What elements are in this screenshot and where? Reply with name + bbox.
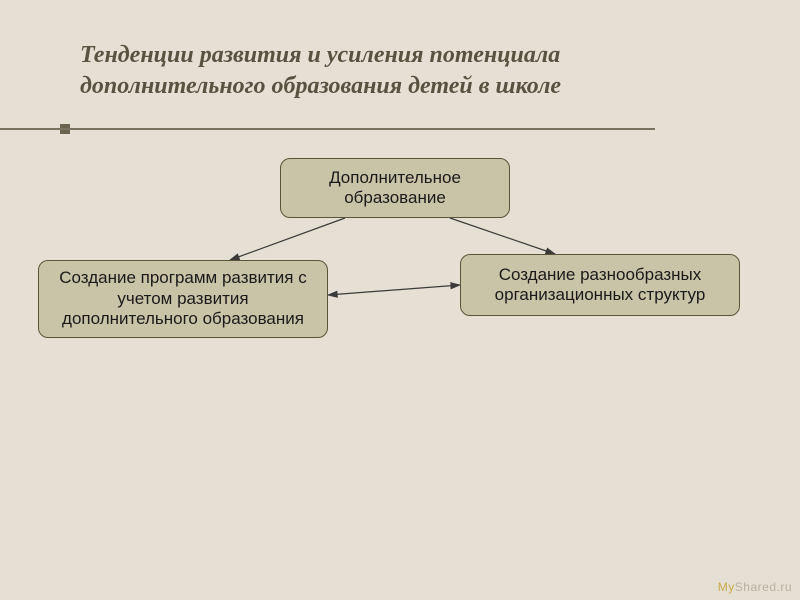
title-divider xyxy=(0,128,655,130)
diagram-node-left: Создание программ развития с учетом разв… xyxy=(38,260,328,338)
watermark-suffix: Shared.ru xyxy=(735,580,792,594)
edge-left-right xyxy=(328,285,460,295)
diagram-node-top: Дополнительное образование xyxy=(280,158,510,218)
page-title: Тенденции развития и усиления потенциала… xyxy=(80,40,740,102)
diagram-node-right: Создание разнообразных организационных с… xyxy=(460,254,740,316)
edge-top-right xyxy=(450,218,555,254)
diagram-canvas: Дополнительное образование Создание прогр… xyxy=(0,140,800,500)
edge-top-left xyxy=(230,218,345,260)
watermark-prefix: My xyxy=(718,580,735,594)
watermark: MyShared.ru xyxy=(718,580,792,594)
